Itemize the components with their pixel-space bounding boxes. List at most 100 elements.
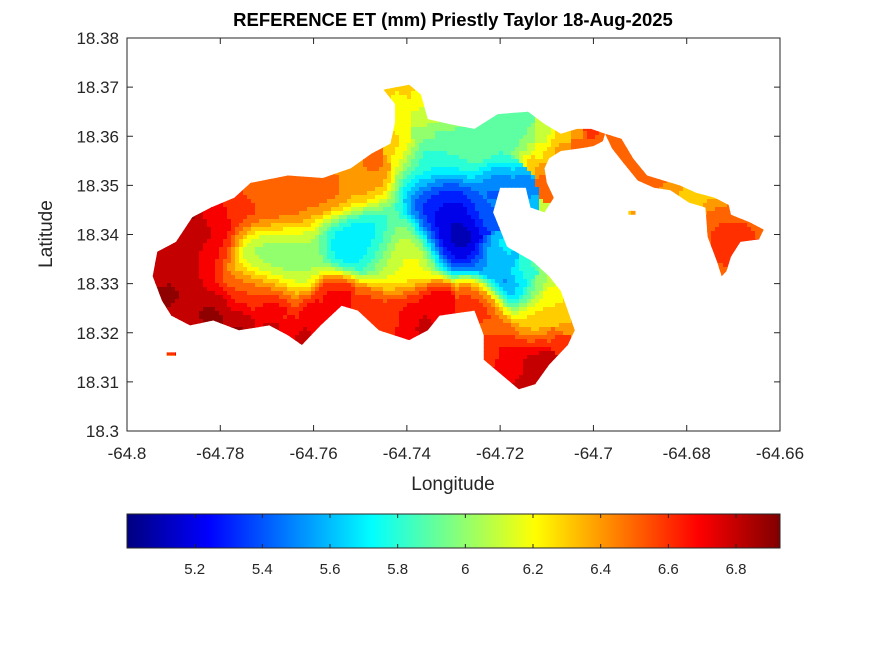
heat-cell: [579, 143, 584, 148]
heat-cell: [407, 163, 412, 168]
heat-cell: [395, 103, 400, 108]
heat-cell: [455, 191, 460, 196]
heat-cell: [443, 135, 448, 140]
heat-cell: [523, 151, 528, 156]
heat-cell: [495, 175, 500, 180]
heat-cell: [379, 171, 384, 176]
heat-cell: [427, 171, 432, 176]
heat-cell: [507, 155, 512, 160]
heat-cell: [483, 175, 488, 180]
heat-cell: [451, 139, 456, 144]
heat-cell: [471, 195, 476, 200]
heat-cell: [427, 195, 432, 200]
heat-cell: [331, 195, 336, 200]
heat-cell: [443, 183, 448, 188]
heat-cell: [575, 131, 580, 136]
heat-cell: [423, 179, 428, 184]
heat-cell: [459, 167, 464, 172]
heat-cell: [351, 171, 356, 176]
heat-cell: [279, 179, 284, 184]
heat-cell: [495, 163, 500, 168]
heat-cell: [215, 203, 220, 208]
heat-cell: [319, 203, 324, 208]
heat-cell: [411, 203, 416, 208]
heat-cell: [611, 139, 616, 144]
heat-cell: [495, 183, 500, 188]
heat-cell: [491, 119, 496, 124]
heat-cell: [395, 99, 400, 104]
heat-cell: [399, 183, 404, 188]
heat-cell: [431, 183, 436, 188]
heat-cell: [479, 155, 484, 160]
heat-cell: [311, 183, 316, 188]
heat-cell: [411, 167, 416, 172]
heat-cell: [391, 159, 396, 164]
heat-cell: [519, 159, 524, 164]
heat-cell: [491, 199, 496, 204]
heat-cell: [531, 139, 536, 144]
heat-cell: [555, 147, 560, 152]
heat-cell: [467, 179, 472, 184]
heat-cell: [503, 175, 508, 180]
heat-cell: [391, 155, 396, 160]
heat-cell: [387, 179, 392, 184]
heat-cell: [375, 167, 380, 172]
heat-cell: [687, 195, 692, 200]
heat-cell: [391, 151, 396, 156]
heat-cell: [415, 107, 420, 112]
heat-cell: [251, 191, 256, 196]
heat-cell: [415, 135, 420, 140]
heat-cell: [371, 187, 376, 192]
heat-cell: [451, 131, 456, 136]
heat-cell: [531, 175, 536, 180]
heat-cell: [459, 199, 464, 204]
heat-cell: [511, 139, 516, 144]
heat-cell: [355, 163, 360, 168]
heat-cell: [459, 203, 464, 208]
heat-cell: [483, 123, 488, 128]
heat-cell: [267, 195, 272, 200]
heat-cell: [539, 147, 544, 152]
heat-cell: [687, 191, 692, 196]
heat-cell: [247, 195, 252, 200]
heat-cell: [451, 167, 456, 172]
heat-cell: [371, 151, 376, 156]
heat-cell: [435, 139, 440, 144]
heat-cell: [439, 143, 444, 148]
heat-cell: [503, 179, 508, 184]
heat-cell: [271, 191, 276, 196]
heat-cell: [515, 151, 520, 156]
heat-cell: [359, 199, 364, 204]
heat-cell: [247, 183, 252, 188]
heat-cell: [527, 123, 532, 128]
heat-cell: [531, 199, 536, 204]
heat-cell: [711, 199, 716, 204]
heat-cell: [519, 131, 524, 136]
heat-cell: [327, 191, 332, 196]
heat-cell: [403, 119, 408, 124]
heat-cell: [563, 139, 568, 144]
heat-cell: [459, 175, 464, 180]
heat-cell: [415, 167, 420, 172]
heat-cell: [355, 179, 360, 184]
heat-cell: [659, 179, 664, 184]
heat-cell: [403, 155, 408, 160]
heat-cell: [243, 203, 248, 208]
heat-cell: [403, 167, 408, 172]
heat-cell: [451, 151, 456, 156]
heat-cell: [247, 191, 252, 196]
heat-cell: [235, 195, 240, 200]
heat-cell: [471, 151, 476, 156]
heat-cell: [487, 119, 492, 124]
heat-cell: [471, 175, 476, 180]
heat-cell: [339, 187, 344, 192]
heat-cell: [675, 187, 680, 192]
heat-cell: [559, 139, 564, 144]
heat-cell: [455, 139, 460, 144]
heat-cell: [415, 159, 420, 164]
heat-cell: [399, 151, 404, 156]
heat-cell: [523, 171, 528, 176]
heat-cell: [423, 143, 428, 148]
heat-cell: [395, 87, 400, 92]
heat-cell: [423, 151, 428, 156]
